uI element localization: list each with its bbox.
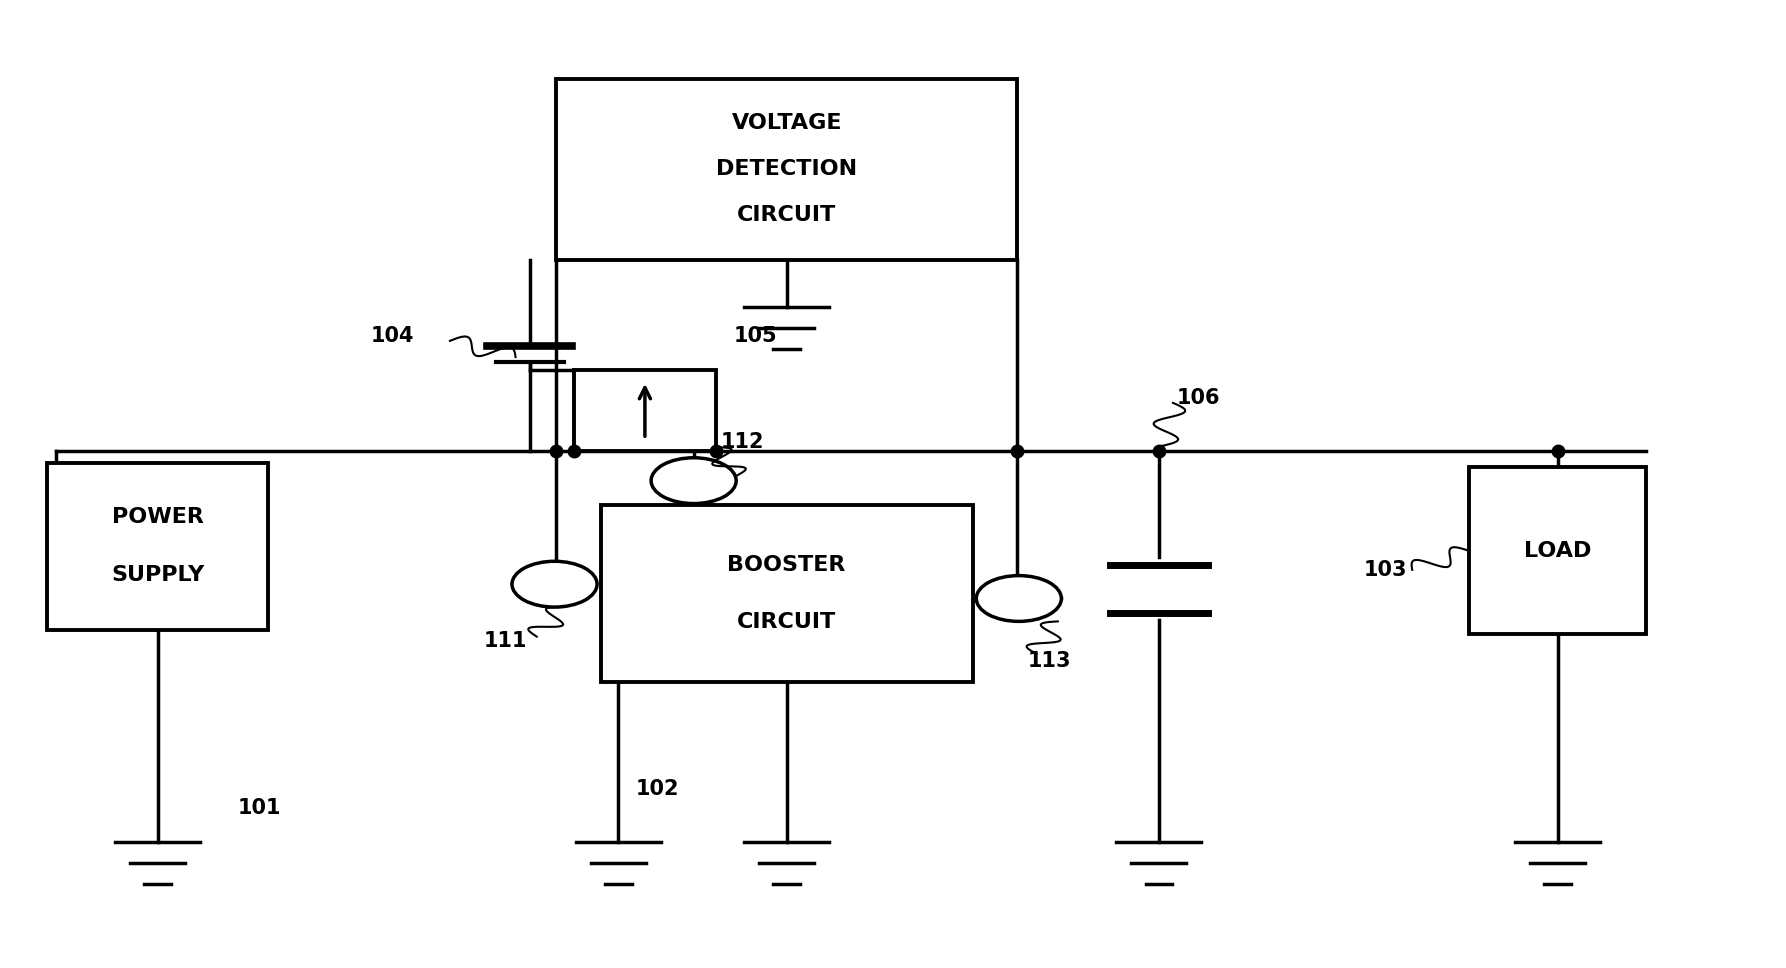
Bar — [46, 463, 268, 629]
Circle shape — [513, 561, 597, 607]
Text: BOOSTER: BOOSTER — [727, 555, 847, 575]
Text: 104: 104 — [370, 326, 414, 347]
Text: 106: 106 — [1177, 388, 1220, 408]
Text: 105: 105 — [734, 326, 777, 347]
Circle shape — [977, 576, 1061, 621]
Bar — [600, 505, 973, 682]
Bar — [573, 370, 716, 451]
Text: DETECTION: DETECTION — [716, 159, 857, 179]
Text: 111: 111 — [484, 631, 527, 651]
Bar — [1468, 468, 1647, 634]
Text: CIRCUIT: CIRCUIT — [738, 205, 836, 225]
Text: CIRCUIT: CIRCUIT — [738, 613, 836, 632]
Text: VOLTAGE: VOLTAGE — [732, 113, 841, 134]
Text: LOAD: LOAD — [1523, 541, 1591, 560]
Text: 113: 113 — [1027, 650, 1072, 671]
Text: 112: 112 — [720, 433, 764, 452]
Circle shape — [652, 458, 736, 503]
Text: 102: 102 — [636, 779, 679, 800]
Text: 103: 103 — [1363, 560, 1407, 580]
Text: POWER: POWER — [113, 507, 204, 528]
Text: 101: 101 — [238, 799, 280, 818]
Bar — [555, 78, 1016, 259]
Text: SUPPLY: SUPPLY — [111, 564, 204, 585]
